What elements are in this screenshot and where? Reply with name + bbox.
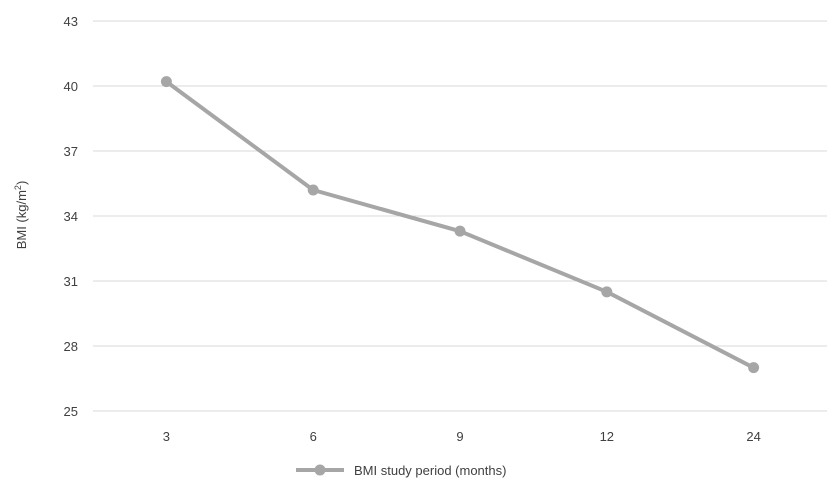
y-tick-label: 37	[64, 144, 78, 159]
series-group	[160, 76, 760, 374]
data-point	[601, 286, 613, 298]
x-tick-label: 12	[600, 429, 614, 444]
legend-marker-icon	[314, 464, 326, 476]
data-point	[160, 76, 172, 88]
x-tick-label: 3	[163, 429, 170, 444]
series-line	[165, 80, 755, 370]
data-point	[454, 225, 466, 237]
data-point	[307, 184, 319, 196]
grid-lines	[93, 20, 827, 412]
x-tick-label: 24	[746, 429, 760, 444]
y-axis-label: BMI (kg/m2)	[13, 181, 29, 250]
y-tick-label: 28	[64, 339, 78, 354]
x-tick-label: 9	[456, 429, 463, 444]
y-tick-label: 40	[64, 79, 78, 94]
y-tick-label: 43	[64, 14, 78, 29]
y-axis-label-close: )	[14, 181, 29, 185]
x-tick-label: 6	[310, 429, 317, 444]
y-axis-label-superscript: 2	[13, 185, 23, 190]
x-axis-ticks: 3 6 9 12 24	[163, 429, 761, 444]
y-axis-ticks: 25 28 31 34 37 40 43	[64, 14, 78, 419]
y-tick-label: 31	[64, 274, 78, 289]
data-point	[748, 362, 760, 374]
legend: BMI study period (months)	[296, 463, 506, 478]
y-tick-label: 25	[64, 404, 78, 419]
y-axis-label-main: BMI (kg/m	[14, 190, 29, 249]
legend-label: BMI study period (months)	[354, 463, 506, 478]
y-tick-label: 34	[64, 209, 78, 224]
